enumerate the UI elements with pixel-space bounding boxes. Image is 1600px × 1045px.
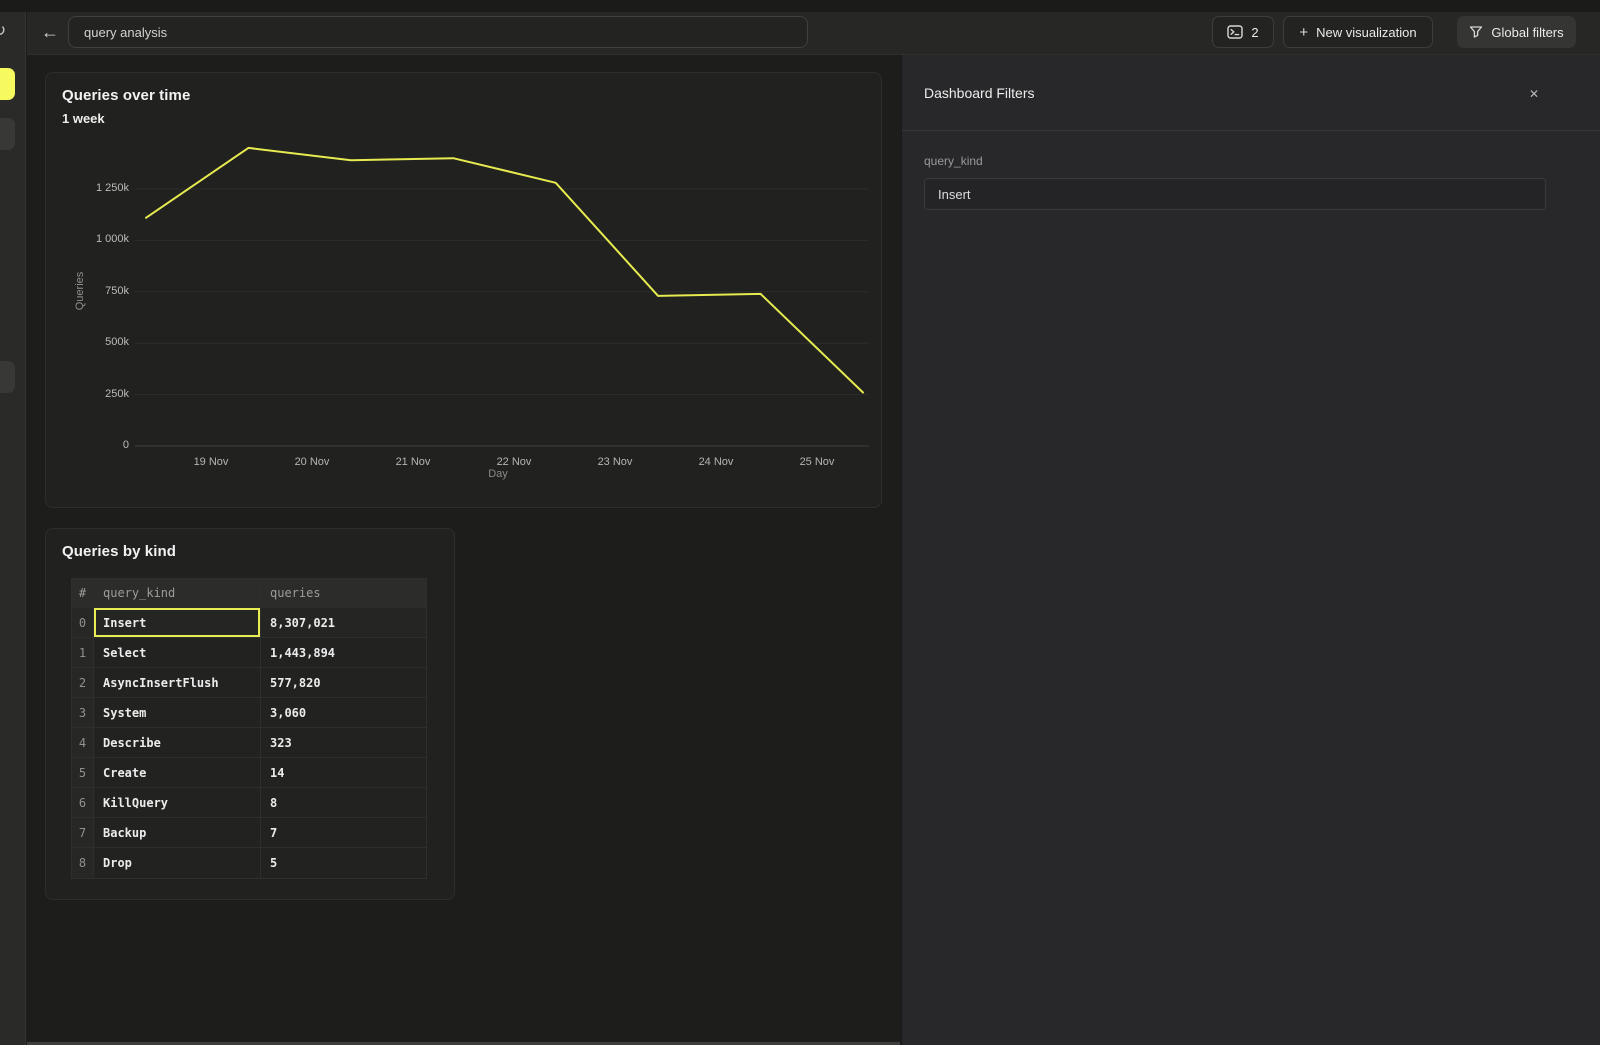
filter-field-label: query_kind: [924, 154, 983, 168]
table-header-cell: query_kind: [94, 579, 261, 608]
window-top-strip: [0, 0, 1600, 12]
dashboard-canvas: Queries over time 1 week Queries Day 025…: [27, 55, 900, 1045]
table-header-cell: queries: [261, 579, 426, 608]
table-header-row: #query_kindqueries: [72, 579, 426, 608]
dashboard-title-input[interactable]: [68, 16, 808, 48]
y-tick-label: 0: [74, 439, 129, 451]
y-tick-label: 1 250k: [74, 182, 129, 194]
table-row: 5Create14: [72, 758, 426, 788]
y-tick-label: 500k: [74, 336, 129, 348]
left-rail: ↻: [0, 12, 26, 1045]
table-cell[interactable]: Drop: [94, 848, 261, 878]
table-cell[interactable]: System: [94, 698, 261, 728]
x-tick-label: 19 Nov: [176, 456, 246, 468]
rail-item-3[interactable]: [0, 361, 15, 393]
panel-divider: [902, 130, 1600, 131]
table-cell[interactable]: 8: [261, 788, 426, 818]
x-tick-label: 20 Nov: [277, 456, 347, 468]
refresh-icon[interactable]: ↻: [0, 22, 6, 39]
table-cell[interactable]: Insert: [94, 608, 261, 638]
table-cell[interactable]: 3,060: [261, 698, 426, 728]
row-index-cell: 6: [72, 788, 94, 818]
rail-item-active[interactable]: [0, 68, 15, 100]
row-index-cell: 3: [72, 698, 94, 728]
table-row: 0Insert8,307,021: [72, 608, 426, 638]
console-count: 2: [1251, 25, 1258, 40]
table-title: Queries by kind: [62, 543, 176, 560]
queries-chart-svg: [46, 73, 883, 509]
new-visualization-button[interactable]: + New visualization: [1283, 16, 1433, 48]
row-index-cell: 5: [72, 758, 94, 788]
back-arrow-icon: ←: [41, 22, 59, 43]
queries-table: #query_kindqueries0Insert8,307,0211Selec…: [71, 578, 427, 879]
row-index-cell: 1: [72, 638, 94, 668]
table-cell[interactable]: 5: [261, 848, 426, 878]
y-tick-label: 750k: [74, 285, 129, 297]
table-cell[interactable]: Describe: [94, 728, 261, 758]
table-row: 1Select1,443,894: [72, 638, 426, 668]
table-row: 8Drop5: [72, 848, 426, 878]
table-cell[interactable]: 8,307,021: [261, 608, 426, 638]
table-header-cell: #: [72, 579, 94, 608]
row-index-cell: 2: [72, 668, 94, 698]
close-icon: ✕: [1529, 87, 1539, 101]
table-row: 3System3,060: [72, 698, 426, 728]
queries-line-series: [146, 148, 863, 393]
table-cell[interactable]: 14: [261, 758, 426, 788]
table-cell[interactable]: 323: [261, 728, 426, 758]
filter-selected-value: Insert: [938, 187, 971, 202]
table-row: 2AsyncInsertFlush577,820: [72, 668, 426, 698]
table-row: 7Backup7: [72, 818, 426, 848]
y-tick-label: 1 000k: [74, 233, 129, 245]
table-cell[interactable]: 1,443,894: [261, 638, 426, 668]
row-index-cell: 7: [72, 818, 94, 848]
close-panel-button[interactable]: ✕: [1524, 84, 1544, 104]
row-index-cell: 4: [72, 728, 94, 758]
plus-icon: +: [1299, 25, 1308, 40]
table-cell[interactable]: AsyncInsertFlush: [94, 668, 261, 698]
x-tick-label: 24 Nov: [681, 456, 751, 468]
x-tick-label: 23 Nov: [580, 456, 650, 468]
table-cell[interactable]: Select: [94, 638, 261, 668]
back-button[interactable]: ←: [35, 17, 65, 47]
row-index-cell: 8: [72, 848, 94, 878]
x-tick-label: 25 Nov: [782, 456, 852, 468]
global-filters-button[interactable]: Global filters: [1457, 16, 1576, 48]
table-cell[interactable]: KillQuery: [94, 788, 261, 818]
sql-console-button[interactable]: 2: [1212, 16, 1274, 48]
new-visualization-label: New visualization: [1316, 25, 1416, 40]
x-tick-label: 21 Nov: [378, 456, 448, 468]
table-cell[interactable]: 577,820: [261, 668, 426, 698]
top-bar: ← 2 + New visualization Global filters: [27, 12, 1600, 55]
query-kind-filter-select[interactable]: Insert: [924, 178, 1546, 210]
filters-panel-title: Dashboard Filters: [924, 85, 1035, 101]
x-axis-label: Day: [468, 468, 528, 480]
queries-over-time-card: Queries over time 1 week Queries Day 025…: [45, 72, 882, 508]
queries-by-kind-card: Queries by kind #query_kindqueries0Inser…: [45, 528, 455, 900]
row-index-cell: 0: [72, 608, 94, 638]
rail-item-2[interactable]: [0, 118, 15, 150]
table-cell[interactable]: 7: [261, 818, 426, 848]
global-filters-label: Global filters: [1491, 25, 1563, 40]
console-icon: [1227, 25, 1243, 39]
funnel-icon: [1469, 25, 1483, 39]
dashboard-filters-panel: Dashboard Filters ✕ query_kind Insert: [901, 55, 1600, 1045]
table-cell[interactable]: Backup: [94, 818, 261, 848]
table-row: 4Describe323: [72, 728, 426, 758]
table-cell[interactable]: Create: [94, 758, 261, 788]
y-tick-label: 250k: [74, 388, 129, 400]
x-tick-label: 22 Nov: [479, 456, 549, 468]
table-row: 6KillQuery8: [72, 788, 426, 818]
